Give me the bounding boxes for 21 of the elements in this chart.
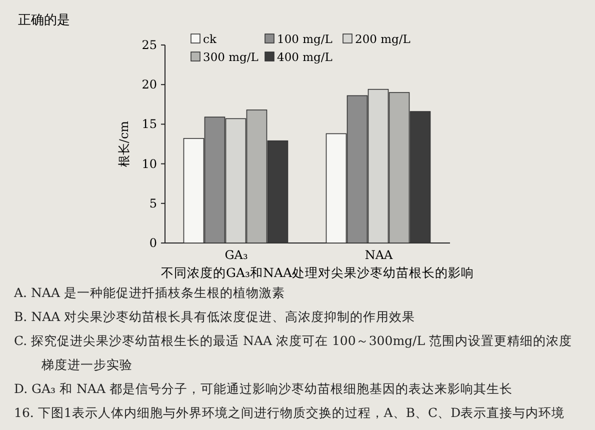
legend-label: 100 mg/L [277, 32, 333, 46]
text: D. GA₃ 和 NAA 都是信号分子，可能通过影响沙枣幼苗根细胞基因的表达来影响其生长 [14, 380, 514, 398]
legend-label: 300 mg/L [203, 50, 259, 64]
y-tick-label: 25 [142, 38, 157, 52]
y-tick-label: 0 [149, 236, 157, 250]
legend-label: 200 mg/L [355, 32, 411, 46]
text: 16. 下图1表示人体内细胞与外界环境之间进行物质交换的过程，A、B、C、D表示直接与内环境 [14, 404, 566, 422]
text: C. 探究促进尖果沙枣幼苗根生长的最适 NAA 浓度可在 100～300mg/L 范围内设置更精细的浓度梯度进一步实验 [14, 332, 574, 374]
y-tick-label: 5 [149, 196, 157, 210]
y-tick-label: 20 [142, 78, 157, 92]
x-tick-label: GA₃ [224, 248, 248, 262]
y-axis-title: 根长/cm [117, 120, 131, 168]
text: 不同浓度的GA₃和NAA处理对尖果沙枣幼苗根长的影响 [160, 265, 474, 280]
text: B. NAA 对尖果沙枣幼苗根长具有低浓度促进、高浓度抑制的作用效果 [14, 308, 416, 326]
text: A. NAA 是一种能促进扦插枝条生根的植物激素 [14, 284, 286, 302]
y-tick-label: 10 [142, 156, 157, 171]
x-tick-label: NAA [364, 248, 393, 262]
legend-label: ck [203, 32, 218, 46]
legend-label: 400 mg/L [277, 50, 333, 64]
text: 正确的是 [18, 13, 70, 28]
y-tick-label: 15 [142, 117, 157, 132]
